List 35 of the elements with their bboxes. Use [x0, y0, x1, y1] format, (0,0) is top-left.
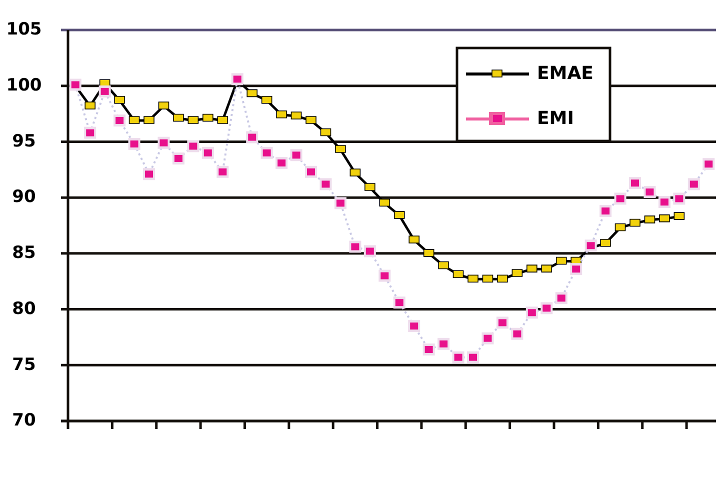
point: [600, 238, 611, 247]
point: [379, 198, 390, 207]
point: [276, 110, 287, 118]
legend-label: EMI: [537, 108, 574, 129]
point: [320, 128, 332, 136]
y-tick-label: 95: [12, 131, 36, 152]
point: [261, 96, 272, 104]
point: [114, 96, 125, 104]
point: [526, 264, 538, 272]
point: [452, 270, 464, 278]
y-tick-label: 90: [12, 187, 36, 208]
point: [144, 116, 154, 124]
point: [408, 236, 420, 244]
y-tick-label: 85: [12, 243, 36, 264]
point: [335, 145, 346, 153]
point: [246, 89, 258, 98]
point: [614, 223, 626, 232]
y-tick-label: 100: [6, 76, 42, 96]
point: [202, 114, 214, 122]
point: [438, 261, 449, 270]
legend-label: EMAE: [537, 62, 594, 84]
point: [306, 116, 316, 124]
point: [364, 183, 376, 191]
y-tick-label: 75: [12, 354, 36, 375]
y-tick-label: 70: [12, 410, 36, 431]
point: [482, 274, 494, 283]
point: [497, 274, 508, 283]
point: [556, 256, 567, 265]
point: [630, 218, 640, 227]
point: [173, 114, 184, 122]
point: [659, 214, 670, 222]
y-tick-label: 80: [12, 298, 36, 319]
y-tick-label: 105: [6, 20, 42, 40]
point: [468, 274, 478, 283]
point: [84, 102, 96, 110]
